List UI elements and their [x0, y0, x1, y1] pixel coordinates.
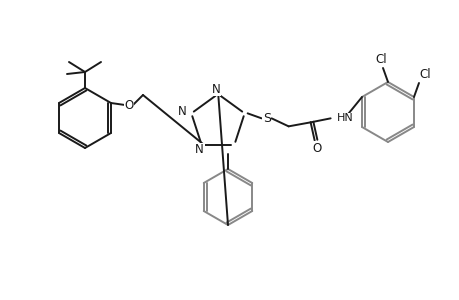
Text: Cl: Cl — [375, 52, 386, 65]
Text: N: N — [211, 82, 220, 95]
Text: O: O — [311, 142, 320, 155]
Text: HN: HN — [336, 113, 353, 123]
Text: O: O — [124, 98, 133, 112]
Text: N: N — [195, 143, 203, 156]
Text: Cl: Cl — [418, 68, 430, 80]
Text: S: S — [262, 112, 270, 125]
Text: N: N — [177, 105, 186, 118]
